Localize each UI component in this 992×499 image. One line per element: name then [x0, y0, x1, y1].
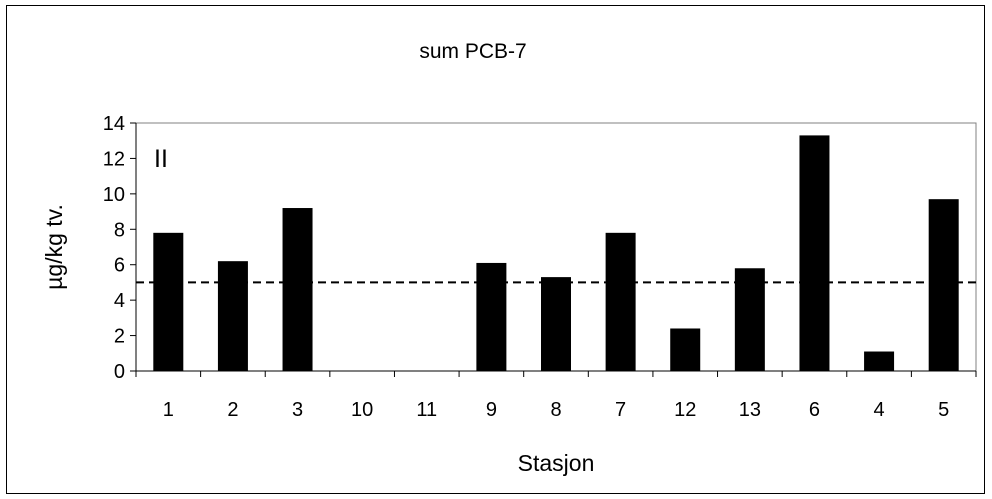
y-ticks-group: 0 2 4 6 8 10 12 14	[103, 113, 136, 383]
chart-title: sum PCB-7	[419, 40, 526, 63]
bar-9	[476, 262, 507, 371]
bar-2	[217, 261, 248, 371]
bar-8	[541, 277, 571, 371]
y-tick-label: 0	[114, 361, 125, 383]
x-tick-label: 13	[739, 399, 761, 421]
region-annotation: II	[154, 145, 168, 173]
bar-4	[864, 351, 895, 371]
y-tick-label: 4	[114, 290, 125, 312]
x-tick-label: 8	[550, 399, 561, 421]
y-tick-label: 12	[103, 148, 125, 170]
y-tick-label: 10	[103, 184, 125, 206]
bars-group	[153, 135, 959, 371]
chart-frame: sum PCB-7 II 0 2 4 6 8 10 12 14 1 2 3 10 11 9 8 7 12 13 6…	[6, 5, 985, 494]
x-tick-label: 4	[874, 399, 885, 421]
x-axis-title: Stasjon	[518, 450, 595, 476]
bar-5	[928, 199, 959, 371]
x-tick-label: 6	[809, 399, 820, 421]
y-axis-title: µg/kg tv.	[41, 204, 67, 290]
x-tick-label: 5	[938, 399, 949, 421]
bar-12	[670, 328, 701, 371]
y-tick-label: 14	[103, 113, 125, 135]
bar-7	[605, 232, 636, 371]
bar-13	[734, 268, 765, 371]
x-tick-label: 7	[615, 399, 626, 421]
x-tick-label: 1	[163, 399, 174, 421]
x-ticks-group: 1 2 3 10 11 9 8 7 12 13 6 4 5	[135, 371, 977, 421]
y-tick-label: 6	[114, 255, 125, 277]
x-tick-label: 10	[351, 399, 373, 421]
y-tick-label: 8	[114, 219, 125, 241]
x-tick-label: 2	[227, 399, 238, 421]
bar-6	[799, 135, 830, 371]
y-tick-label: 2	[114, 326, 125, 348]
x-tick-label: 3	[292, 399, 303, 421]
x-tick-label: 9	[486, 399, 497, 421]
bar-3	[282, 208, 313, 371]
x-tick-label: 11	[416, 399, 437, 421]
bar-1	[153, 232, 184, 371]
x-tick-label: 12	[674, 399, 696, 421]
